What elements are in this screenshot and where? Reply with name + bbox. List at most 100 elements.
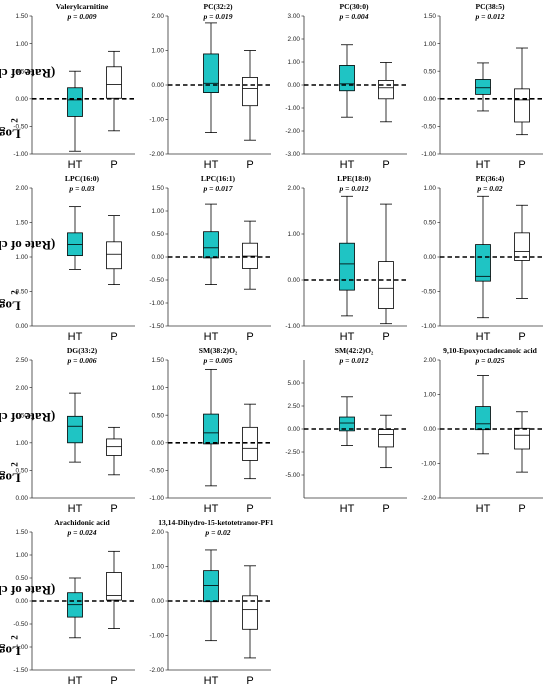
box-p bbox=[514, 47, 530, 136]
y-tick-label: -1.00 bbox=[285, 105, 300, 112]
iqr-box bbox=[203, 231, 219, 259]
y-tick-label: 1.00 bbox=[424, 41, 437, 48]
box-ht bbox=[203, 22, 219, 134]
y-tick-label: 0.00 bbox=[152, 82, 165, 89]
y-tick-label: -1.00 bbox=[285, 323, 300, 330]
panel-title: LPE(18:0) bbox=[337, 174, 371, 183]
y-tick-label: 0.00 bbox=[152, 440, 165, 447]
x-category-label: HT bbox=[340, 159, 355, 171]
x-category-label: HT bbox=[476, 503, 491, 515]
x-category-label: P bbox=[518, 331, 525, 343]
box-p bbox=[242, 220, 258, 290]
y-tick-label: -1.00 bbox=[149, 300, 164, 307]
p-value-label: p = 0.019 bbox=[202, 12, 232, 21]
panel-title: DG(33:2) bbox=[67, 346, 98, 355]
y-tick-label: 0.00 bbox=[424, 96, 437, 103]
y-tick-label: -1.00 bbox=[13, 151, 28, 158]
y-tick-label: 1.00 bbox=[16, 41, 29, 48]
y-tick-label: 0.00 bbox=[16, 495, 29, 502]
y-tick-label: 1.00 bbox=[288, 59, 301, 66]
y-tick-label: 0.50 bbox=[16, 575, 29, 582]
iqr-box bbox=[378, 80, 394, 100]
iqr-box bbox=[106, 572, 122, 601]
y-tick-label: 0.00 bbox=[152, 598, 165, 605]
iqr-box bbox=[514, 232, 530, 261]
p-value-label: p = 0.02 bbox=[204, 528, 230, 537]
boxplot-panel: -1.00 -0.50 0.00 0.50 1.00 1.50 Valerylcarniti… bbox=[13, 2, 135, 171]
box-ht bbox=[203, 368, 219, 487]
iqr-box bbox=[378, 261, 394, 309]
y-tick-label: 1.50 bbox=[424, 13, 437, 20]
boxplot-panel: -1.50 -1.00 -0.50 0.00 0.50 1.00 1.50 LPC(16:1)… bbox=[149, 174, 271, 343]
x-category-label: P bbox=[246, 159, 253, 171]
y-tick-label: 1.00 bbox=[152, 48, 165, 55]
boxplot-panel: 0.00 0.50 1.00 1.50 2.00 LPC(16:0)p = 0.03 HT P bbox=[16, 174, 135, 343]
x-category-label: HT bbox=[476, 331, 491, 343]
y-tick-label: 1.00 bbox=[424, 185, 437, 192]
x-category-label: P bbox=[246, 675, 253, 687]
y-tick-label: 1.00 bbox=[152, 564, 165, 571]
y-tick-label: 0.00 bbox=[288, 426, 301, 433]
boxplot-panel: -1.00 0.00 1.00 2.00 LPE(18:0)p = 0.012 HT P bbox=[285, 174, 407, 343]
box-ht bbox=[67, 70, 83, 152]
x-category-label: HT bbox=[476, 159, 491, 171]
x-category-label: P bbox=[110, 503, 117, 515]
boxplot-panel: 0.00 0.50 1.00 1.50 2.00 2.50 DG(33:2)p = 0.00… bbox=[16, 346, 135, 515]
y-tick-label: -0.50 bbox=[149, 468, 164, 475]
y-tick-label: 2.00 bbox=[16, 185, 29, 192]
x-category-label: P bbox=[382, 159, 389, 171]
panel-title: Valerylcarnitine bbox=[56, 2, 109, 11]
iqr-box bbox=[378, 429, 394, 448]
x-category-label: HT bbox=[340, 331, 355, 343]
y-tick-label: 0.00 bbox=[424, 426, 437, 433]
y-tick-label: 2.00 bbox=[152, 13, 165, 20]
iqr-box bbox=[106, 241, 122, 270]
y-tick-label: -0.50 bbox=[149, 277, 164, 284]
y-tick-label: 2.00 bbox=[288, 36, 301, 43]
y-tick-label: -2.00 bbox=[285, 128, 300, 135]
panel-title: PC(38:5) bbox=[475, 2, 505, 11]
y-tick-label: 1.50 bbox=[16, 412, 29, 419]
y-tick-label: -5.00 bbox=[285, 472, 300, 479]
y-tick-label: 2.00 bbox=[16, 385, 29, 392]
iqr-box bbox=[514, 88, 530, 123]
iqr-box bbox=[514, 427, 530, 450]
p-value-label: p = 0.009 bbox=[66, 12, 96, 21]
iqr-box bbox=[339, 242, 355, 291]
x-category-label: HT bbox=[68, 331, 83, 343]
y-tick-label: 1.00 bbox=[16, 440, 29, 447]
p-value-label: p = 0.024 bbox=[66, 528, 96, 537]
y-tick-label: -0.50 bbox=[421, 124, 436, 131]
boxplot-panel: -2.00 -1.00 0.00 1.00 2.00 13,14-Dihydro-15-k… bbox=[149, 518, 273, 687]
x-category-label: HT bbox=[204, 675, 219, 687]
y-tick-label: 2.50 bbox=[16, 357, 29, 364]
y-tick-label: 0.00 bbox=[288, 82, 301, 89]
iqr-box bbox=[203, 53, 219, 93]
box-p bbox=[514, 411, 530, 473]
y-tick-label: 2.00 bbox=[288, 185, 301, 192]
panel-title: Arachidonic acid bbox=[54, 518, 110, 527]
y-tick-label: 0.00 bbox=[16, 598, 29, 605]
x-category-label: P bbox=[518, 159, 525, 171]
y-tick-label: -1.50 bbox=[149, 323, 164, 330]
x-category-label: HT bbox=[204, 503, 219, 515]
y-tick-label: -1.00 bbox=[149, 633, 164, 640]
x-category-label: HT bbox=[340, 503, 355, 515]
iqr-box bbox=[67, 87, 83, 117]
p-value-label: p = 0.03 bbox=[68, 184, 94, 193]
y-tick-label: 1.00 bbox=[152, 385, 165, 392]
iqr-box bbox=[67, 415, 83, 444]
p-value-label: p = 0.012 bbox=[474, 12, 504, 21]
iqr-box bbox=[339, 416, 355, 432]
y-tick-label: -0.50 bbox=[421, 289, 436, 296]
y-tick-label: -1.00 bbox=[13, 644, 28, 651]
y-tick-label: -0.50 bbox=[13, 621, 28, 628]
p-value-label: p = 0.006 bbox=[66, 356, 96, 365]
iqr-box bbox=[203, 413, 219, 445]
panel-title: 13,14-Dihydro-15-ketotetranor-PF1α bbox=[158, 518, 273, 527]
x-category-label: HT bbox=[68, 675, 83, 687]
x-category-label: P bbox=[246, 503, 253, 515]
y-tick-label: -1.00 bbox=[421, 151, 436, 158]
box-ht bbox=[67, 206, 83, 270]
